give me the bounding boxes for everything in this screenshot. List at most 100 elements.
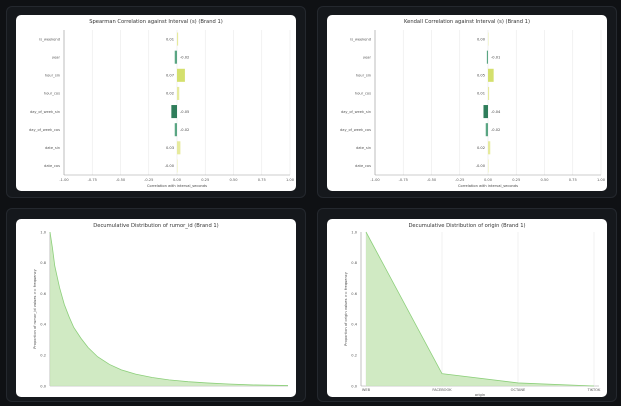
y-tick-label: 0.4	[351, 323, 357, 327]
y-tick-label: 1.0	[351, 230, 357, 234]
kendall-chart: Kendall Correlation against Interval (s)…	[340, 19, 606, 188]
y-tick-label: 0.0	[40, 384, 46, 388]
x-axis-label: Correlation with interval_seconds	[147, 184, 207, 188]
y-tick-label: day_of_week_cos	[340, 128, 371, 132]
chart-card-kendall: Kendall Correlation against Interval (s)…	[317, 6, 617, 198]
bar-value-label: -0.02	[491, 128, 500, 132]
y-axis-label: Proportion of origin values >= frequency	[344, 271, 348, 346]
x-tick-label: 0.75	[258, 178, 266, 182]
chart-panel-origin-decumulative: Decumulative Distribution of origin (Bra…	[327, 219, 607, 397]
bar	[177, 68, 185, 82]
bar-value-label: -0.02	[180, 55, 189, 59]
y-tick-label: is_weekend	[39, 37, 60, 41]
y-tick-label: 0.6	[40, 292, 46, 296]
chart-panel-kendall: Kendall Correlation against Interval (s)…	[327, 15, 607, 191]
bar-value-label: -0.05	[180, 110, 189, 114]
chart-panel-rumor-decumulative: Decumulative Distribution of rumor_id (B…	[16, 219, 296, 397]
x-tick-label: -0.50	[427, 178, 437, 182]
area-fill	[50, 232, 288, 386]
y-tick-label: day_of_week_cos	[29, 128, 60, 132]
spearman-chart: Spearman Correlation against Interval (s…	[29, 19, 295, 188]
x-tick-label: TIKTOK	[587, 388, 601, 392]
x-tick-label: 0.00	[173, 178, 182, 182]
x-tick-label: 0.25	[201, 178, 209, 182]
chart-title: Kendall Correlation against Interval (s)…	[404, 19, 530, 25]
x-tick-label: -0.25	[455, 178, 464, 182]
series-line	[49, 231, 289, 386]
series-line	[365, 231, 595, 387]
bar-value-label: -0.00	[476, 164, 486, 168]
bar	[174, 123, 177, 137]
bar-value-label: 0.02	[166, 92, 174, 96]
y-tick-label: year	[363, 55, 372, 59]
bar-value-label: 0.07	[166, 74, 174, 78]
y-tick-label: date_sin	[356, 146, 371, 150]
x-tick-label: -0.75	[88, 178, 97, 182]
bar-value-label: -0.04	[491, 110, 501, 114]
bar-value-label: -0.00	[165, 164, 175, 168]
bar	[486, 50, 488, 64]
x-tick-label: -0.25	[144, 178, 153, 182]
chart-card-spearman: Spearman Correlation against Interval (s…	[6, 6, 306, 198]
rumor-decumulative-chart: Decumulative Distribution of rumor_id (B…	[33, 223, 289, 388]
x-tick-label: 0.75	[569, 178, 577, 182]
bar	[485, 123, 488, 137]
bar-value-label: 0.01	[477, 92, 485, 96]
x-axis-label: origin	[475, 393, 485, 397]
x-tick-label: 0.25	[512, 178, 520, 182]
x-tick-label: 0.50	[540, 178, 549, 182]
y-axis-label: Proportion of rumor_id values >= frequen…	[33, 268, 37, 348]
y-tick-label: hour_cos	[44, 92, 60, 96]
y-tick-label: hour_sin	[356, 74, 371, 78]
origin-decumulative-chart: Decumulative Distribution of origin (Bra…	[344, 223, 601, 397]
bar	[488, 86, 490, 100]
bar-value-label: 0.00	[477, 37, 486, 41]
bar	[177, 86, 180, 100]
y-tick-label: day_of_week_sin	[341, 110, 371, 114]
chart-card-origin-decumulative: Decumulative Distribution of origin (Bra…	[317, 208, 617, 402]
bar-value-label: 0.01	[166, 37, 174, 41]
x-tick-label: FACEBOOK	[432, 388, 452, 392]
y-tick-label: date_sin	[45, 146, 60, 150]
bar-value-label: 0.02	[477, 146, 485, 150]
area-fill	[366, 232, 594, 386]
y-tick-label: hour_cos	[355, 92, 371, 96]
x-tick-label: 0.00	[484, 178, 493, 182]
bar-value-label: 0.03	[166, 146, 174, 150]
y-tick-label: hour_sin	[45, 74, 60, 78]
bar	[177, 141, 181, 155]
x-tick-label: OCTANE	[511, 388, 526, 392]
y-tick-label: is_weekend	[350, 37, 371, 41]
x-tick-label: -0.50	[116, 178, 126, 182]
x-tick-label: 1.00	[286, 178, 295, 182]
y-tick-label: day_of_week_sin	[30, 110, 60, 114]
y-tick-label: 0.0	[351, 384, 357, 388]
y-tick-label: date_cos	[355, 164, 371, 168]
chart-title: Spearman Correlation against Interval (s…	[89, 19, 223, 25]
y-tick-label: year	[52, 55, 61, 59]
bar	[488, 141, 491, 155]
bar	[171, 105, 177, 119]
x-tick-label: -1.00	[59, 178, 69, 182]
bar	[483, 105, 488, 119]
x-tick-label: 1.00	[597, 178, 606, 182]
bar	[174, 50, 177, 64]
y-tick-label: 0.8	[351, 261, 357, 265]
bar	[177, 32, 179, 46]
chart-card-rumor-decumulative: Decumulative Distribution of rumor_id (B…	[6, 208, 306, 402]
chart-title: Decumulative Distribution of origin (Bra…	[408, 223, 525, 229]
bar	[488, 68, 494, 82]
x-tick-label: -0.75	[399, 178, 408, 182]
bar-value-label: 0.05	[477, 74, 485, 78]
y-tick-label: 0.2	[351, 354, 357, 358]
y-tick-label: 0.2	[40, 354, 46, 358]
y-tick-label: 0.4	[40, 323, 46, 327]
chart-panel-spearman: Spearman Correlation against Interval (s…	[16, 15, 296, 191]
x-tick-label: -1.00	[370, 178, 380, 182]
y-tick-label: 0.8	[40, 261, 46, 265]
y-tick-label: 0.6	[351, 292, 357, 296]
chart-title: Decumulative Distribution of rumor_id (B…	[93, 223, 218, 229]
x-tick-label: 0.50	[229, 178, 238, 182]
bar-value-label: -0.01	[491, 55, 500, 59]
